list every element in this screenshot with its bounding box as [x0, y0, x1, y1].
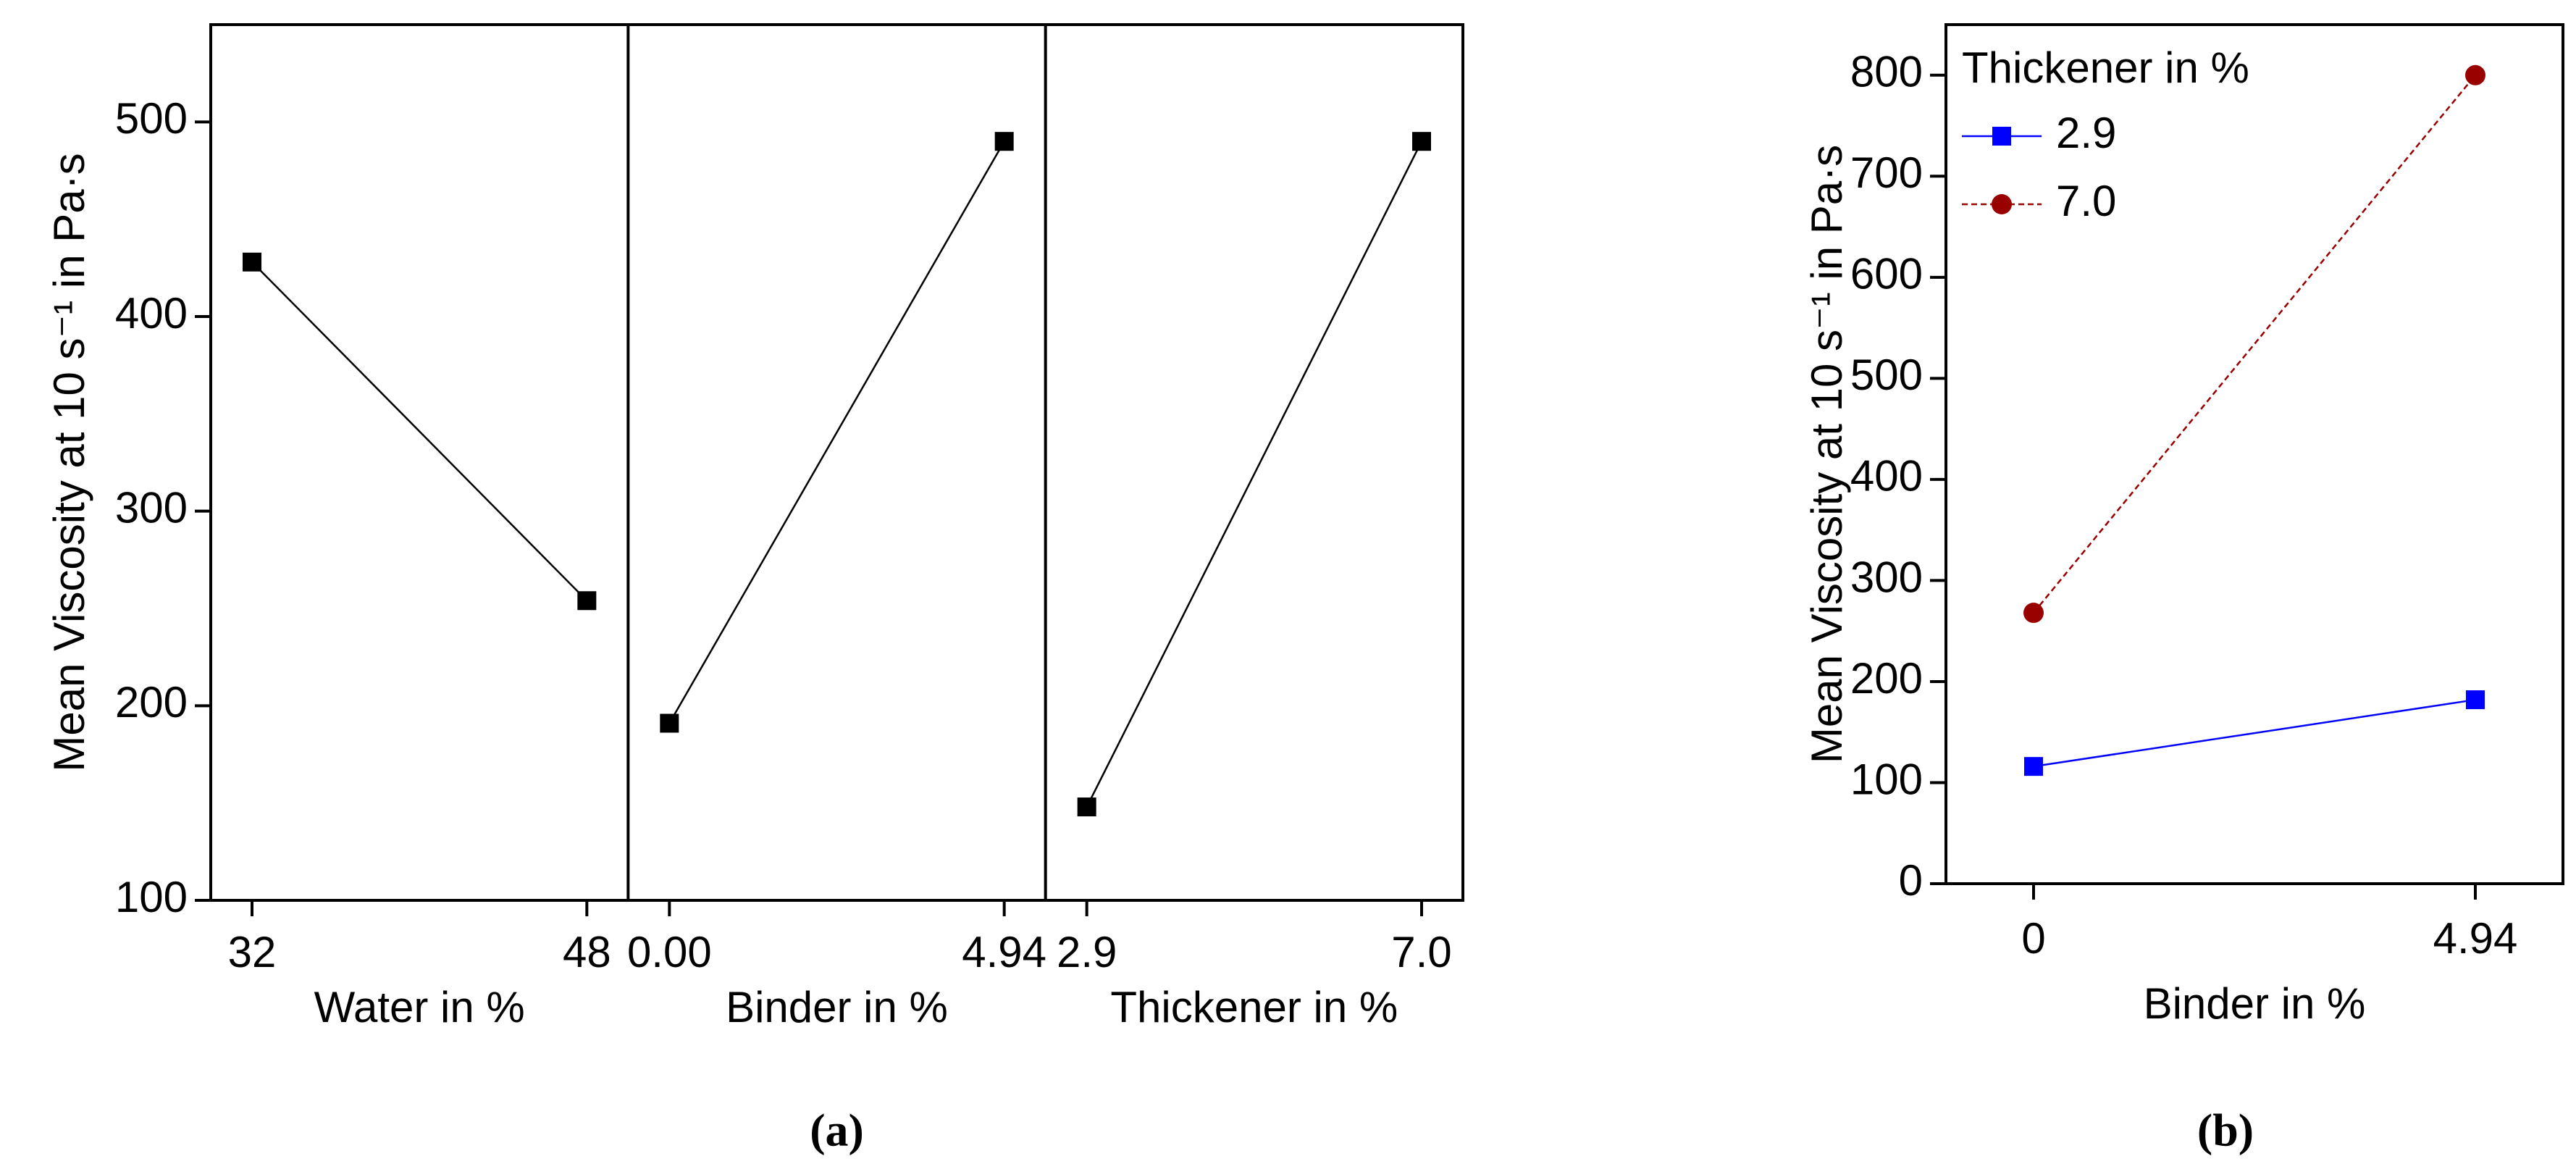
x-tick-label: 2.9 — [1057, 928, 1117, 976]
y-tick-label: 700 — [1850, 148, 1923, 197]
y-tick-label: 600 — [1850, 250, 1923, 298]
point — [1412, 132, 1431, 151]
point — [577, 591, 597, 611]
y-tick-label: 0 — [1899, 856, 1923, 905]
point — [2023, 603, 2044, 624]
y-axis-label: Mean Viscosity at 10 s⁻¹ in Pa·s — [1803, 145, 1851, 763]
x-tick-label: 48 — [563, 928, 611, 976]
y-tick-label: 200 — [115, 678, 188, 727]
legend-marker — [1992, 194, 2012, 214]
x-tick-label: 0 — [2021, 914, 2045, 963]
caption: (b) — [2197, 1105, 2254, 1156]
x-tick-label: 7.0 — [1391, 928, 1451, 976]
point — [2024, 757, 2043, 776]
line — [668, 141, 1005, 724]
y-tick-label: 400 — [1850, 452, 1923, 501]
x-axis-label: Binder in % — [726, 983, 948, 1031]
point — [2465, 64, 2485, 85]
y-tick-label: 800 — [1850, 48, 1923, 96]
x-axis-label: Thickener in % — [1110, 983, 1398, 1031]
line — [2033, 698, 2476, 768]
legend-marker — [1992, 127, 2011, 146]
y-tick-label: 500 — [1850, 351, 1923, 399]
y-tick-label: 500 — [115, 94, 188, 143]
y-tick-label: 300 — [1850, 553, 1923, 601]
line — [251, 261, 588, 602]
point — [1077, 797, 1096, 817]
point — [660, 713, 679, 733]
line — [2033, 74, 2476, 614]
line — [1086, 141, 1423, 808]
x-tick-label: 4.94 — [2433, 914, 2518, 963]
y-tick-label: 400 — [115, 289, 188, 338]
y-axis-label: Mean Viscosity at 10 s⁻¹ in Pa·s — [45, 153, 93, 771]
legend-label: 7.0 — [2056, 177, 2116, 225]
y-tick-label: 200 — [1850, 654, 1923, 703]
x-axis-label: Water in % — [314, 983, 525, 1031]
point — [994, 132, 1014, 151]
point — [2466, 690, 2485, 710]
legend-label: 2.9 — [2056, 109, 2116, 157]
legend-title: Thickener in % — [1962, 43, 2249, 92]
y-tick-label: 100 — [115, 873, 188, 921]
plot-frame — [209, 23, 1464, 902]
x-axis-label: Binder in % — [2144, 979, 2366, 1028]
y-tick-label: 300 — [115, 484, 188, 532]
x-tick-label: 4.94 — [962, 928, 1046, 976]
x-tick-label: 0.00 — [627, 928, 712, 976]
y-tick-label: 100 — [1850, 755, 1923, 803]
x-tick-label: 32 — [228, 928, 277, 976]
plot-frame — [1944, 23, 2564, 885]
caption: (a) — [810, 1105, 864, 1156]
point — [243, 252, 261, 272]
